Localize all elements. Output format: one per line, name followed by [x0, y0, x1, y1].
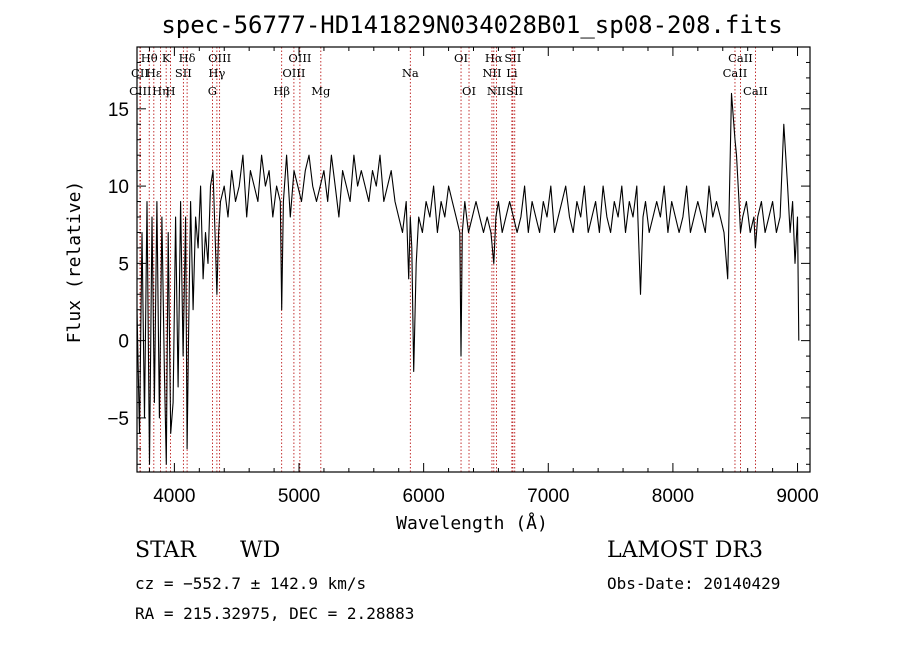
y-tick-label: −5	[107, 409, 129, 430]
spectral-line-label: G	[208, 84, 217, 98]
redshift-text: cz = −552.7 ± 142.9 km/s	[135, 574, 367, 593]
spectral-line-label: SII	[504, 51, 521, 65]
spectral-line-label: Hγ	[208, 66, 225, 80]
spectral-line-label: OIII	[288, 51, 311, 65]
spectral-line-label: Hη	[152, 84, 169, 98]
x-axis: 4000 5000 6000 7000 8000 9000	[148, 47, 819, 507]
spectral-line-label: Hθ	[141, 51, 158, 65]
y-axis-label: Flux (relative)	[64, 181, 85, 344]
x-tick-label: 9000	[776, 486, 818, 507]
x-tick-label: 5000	[278, 486, 320, 507]
y-tick-label: 0	[118, 332, 129, 353]
x-tick-label: 4000	[153, 486, 195, 507]
obs-date-text: Obs-Date: 20140429	[607, 574, 781, 593]
y-tick-label: 5	[118, 254, 129, 275]
survey-label: LAMOST DR3	[607, 538, 763, 563]
y-tick-label: 15	[108, 100, 129, 121]
x-tick-label: 6000	[403, 486, 445, 507]
spectral-line-label: NII	[487, 84, 506, 98]
spectral-line-label: OIII	[208, 51, 231, 65]
x-axis-label: Wavelength (Å)	[396, 512, 548, 534]
chart-title: spec-56777-HD141829N034028B01_sp08-208.f…	[161, 11, 782, 39]
y-tick-label: 10	[108, 177, 129, 198]
plot-frame	[136, 46, 811, 473]
spectral-line-label: Hβ	[273, 84, 290, 98]
coordinates-text: RA = 215.32975, DEC = 2.28883	[135, 604, 415, 623]
y-axis: −5 0 5 10 15	[107, 61, 810, 465]
spectral-line-label: H	[166, 84, 176, 98]
flux-series	[136, 92, 800, 465]
spectral-line-label: CIII	[129, 84, 151, 98]
spectral-line-label: CaII	[728, 51, 753, 65]
spectral-line-label: Hδ	[179, 51, 196, 65]
spectral-line-label: Hε	[146, 66, 162, 80]
spectral-line-label: Li	[506, 66, 518, 80]
spectral-line-label: OIII	[282, 66, 305, 80]
spectral-line-label: OI	[454, 51, 468, 65]
x-tick-label: 8000	[652, 486, 694, 507]
x-tick-label: 7000	[527, 486, 569, 507]
spectral-line-label: Hα	[485, 51, 503, 65]
spectral-line-label: Na	[402, 66, 419, 80]
spectral-line-label: OI	[462, 84, 476, 98]
subclass-label: WD	[240, 538, 281, 563]
flux-line	[136, 92, 800, 465]
spectral-line-label: CaII	[743, 84, 768, 98]
spectral-line-label: CaII	[723, 66, 748, 80]
spectral-line-label: SII	[175, 66, 192, 80]
class-label: STAR	[135, 538, 196, 563]
spectral-line-label: NII	[482, 66, 501, 80]
spectral-line-label: Mg	[311, 84, 331, 98]
spectral-line-label: K	[162, 51, 171, 65]
spectral-line-label: SII	[506, 84, 523, 98]
